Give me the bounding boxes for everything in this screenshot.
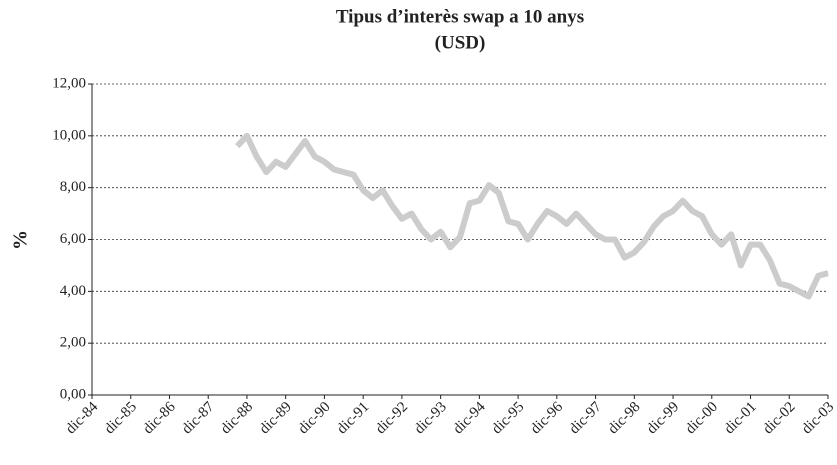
x-tick-label: dic-01 [721, 399, 759, 437]
y-tick-label: 10,00 [52, 127, 86, 143]
x-tick-label: dic-03 [799, 399, 837, 437]
y-tick-label: 8,00 [60, 179, 86, 195]
x-tick-label: dic-02 [760, 399, 798, 437]
x-tick-label: dic-87 [179, 399, 218, 438]
y-tick-label: 6,00 [60, 231, 86, 247]
x-tick-label: dic-95 [489, 399, 527, 437]
x-tick-label: dic-88 [218, 399, 256, 437]
x-tick-label: dic-94 [450, 399, 489, 438]
y-tick-label: 4,00 [60, 283, 86, 299]
x-tick-label: dic-00 [683, 399, 721, 437]
series-line [235, 132, 829, 300]
x-tick-label: dic-98 [605, 399, 643, 437]
x-tick-label: dic-86 [140, 399, 179, 438]
y-tick-label: 0,00 [60, 386, 86, 402]
chart-title: Tipus d’interès swap a 10 anys [336, 6, 584, 27]
x-tick-label: dic-90 [295, 399, 333, 437]
x-tick-label: dic-92 [373, 399, 411, 437]
x-tick-label: dic-97 [566, 399, 605, 438]
x-tick-label: dic-96 [528, 399, 567, 438]
x-tick-label: dic-99 [644, 399, 682, 437]
x-tick-label: dic-84 [63, 399, 102, 438]
x-tick-label: dic-85 [102, 399, 140, 437]
y-tick-label: 12,00 [52, 75, 86, 91]
x-tick-label: dic-93 [411, 399, 449, 437]
x-tick-label: dic-91 [334, 399, 372, 437]
chart-subtitle: (USD) [435, 32, 486, 53]
x-tick-label: dic-89 [257, 399, 295, 437]
y-tick-label: 2,00 [60, 335, 86, 351]
y-axis-label: % [10, 230, 32, 250]
